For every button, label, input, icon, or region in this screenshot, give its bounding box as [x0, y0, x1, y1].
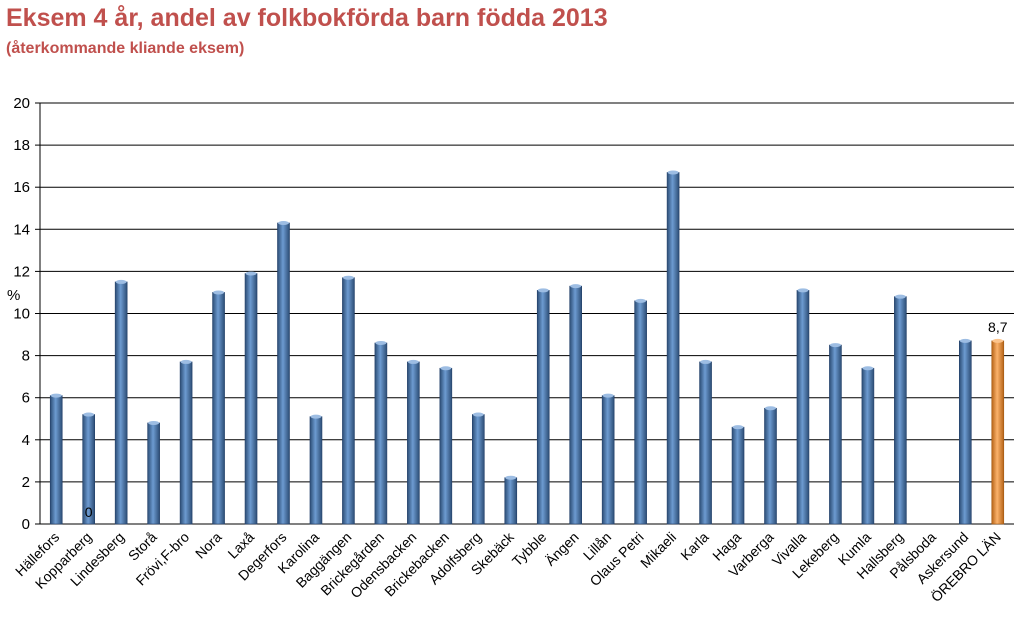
y-tick-label: 20: [13, 95, 30, 112]
bar-cap: [797, 288, 809, 293]
bar-9: [309, 416, 323, 525]
data-label: 8,7: [988, 319, 1008, 335]
bar-3: [114, 281, 128, 525]
bar-cap: [440, 366, 452, 371]
y-tick-label: 14: [13, 221, 30, 238]
bar-cap: [472, 412, 484, 417]
bar-6: [212, 292, 225, 525]
data-labels: 08,7: [85, 319, 1008, 520]
y-tick-label: 12: [13, 263, 30, 280]
category-label: Nora: [192, 529, 225, 562]
bar-cap: [862, 366, 874, 371]
bar-24: [796, 290, 810, 525]
bar-cap: [765, 406, 776, 411]
data-label: 0: [85, 504, 93, 520]
bar-17: [569, 285, 583, 525]
chart-subtitle: (återkommande kliande eksem): [6, 40, 245, 57]
chart-title: Eksem 4 år, andel av folkbokförda barn f…: [6, 4, 608, 32]
bar-4: [147, 422, 160, 525]
bar-cap: [115, 279, 127, 284]
bar-cap: [602, 393, 614, 398]
y-tick-label: 18: [13, 137, 30, 154]
y-tick-label: 16: [13, 179, 30, 196]
bar-cap: [245, 271, 257, 276]
bar-5: [179, 361, 193, 525]
category-labels: HälleforsKopparbergLindesbergStoråFrövi,…: [12, 528, 1004, 605]
bar-12: [407, 361, 420, 525]
y-tick-label: 4: [22, 432, 30, 449]
bar-cap: [635, 298, 647, 303]
bar-cap: [375, 340, 387, 345]
bar-cap: [278, 220, 289, 225]
bar-cap: [83, 412, 95, 417]
bar-8: [277, 222, 290, 525]
bar-cap: [310, 414, 322, 419]
bar-cap: [407, 359, 419, 364]
bar-15: [504, 477, 518, 525]
category-label: Karla: [677, 529, 712, 564]
bar-22: [731, 426, 745, 525]
bar-cap: [894, 294, 906, 299]
bar-cap: [50, 393, 62, 398]
bar-29: [958, 340, 972, 525]
bars: [49, 170, 1005, 525]
bar-cap: [537, 288, 549, 293]
y-axis-label: %: [7, 287, 20, 304]
bar-cap: [180, 359, 192, 364]
bar-cap: [148, 420, 160, 425]
bar-18: [601, 395, 615, 525]
gridlines: [40, 102, 1014, 525]
bar-11: [374, 342, 388, 525]
bar-25: [829, 344, 842, 525]
y-tick-label: 2: [22, 474, 30, 491]
bar-cap: [570, 284, 582, 289]
y-tick-label: 0: [22, 516, 30, 533]
bar-13: [439, 367, 453, 525]
bar-21: [699, 361, 712, 525]
bar-cap: [959, 338, 971, 343]
bar-cap: [732, 425, 744, 430]
category-label: Mikaeli: [637, 529, 679, 571]
bar-cap: [829, 343, 841, 348]
bar-cap: [992, 338, 1004, 343]
bar-19: [634, 300, 647, 525]
bar-16: [536, 290, 550, 525]
bar-23: [764, 407, 777, 525]
bar-1: [49, 395, 63, 525]
bar-7: [244, 273, 258, 525]
bar-cap: [667, 170, 679, 175]
bar-30: [991, 340, 1005, 525]
y-tick-label: 10: [13, 306, 30, 323]
bar-27: [894, 296, 907, 525]
bar-26: [861, 367, 875, 525]
y-tick-label: 8: [22, 348, 30, 365]
bar-cap: [700, 359, 712, 364]
bar-10: [342, 277, 355, 525]
bar-20: [666, 172, 680, 525]
y-tick-label: 6: [22, 390, 30, 407]
bar-cap: [213, 290, 225, 295]
bar-cap: [505, 475, 517, 480]
category-label: Tybble: [509, 529, 550, 570]
y-axis-ticks: 0 2 4 6 8 10 12 14 16 18 20: [13, 95, 40, 533]
bar-14: [471, 414, 485, 525]
bar-cap: [342, 275, 354, 280]
category-label: Ängen: [542, 529, 582, 569]
